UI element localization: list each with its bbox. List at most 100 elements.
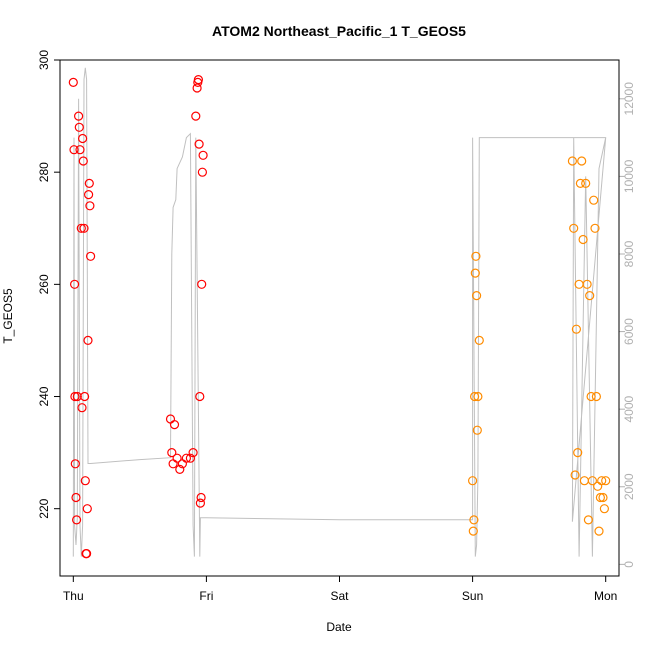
series-1-point-23 bbox=[585, 291, 595, 301]
y2-tick-label-2: 4000 bbox=[622, 396, 636, 423]
series-1-point-24 bbox=[586, 391, 596, 402]
series-1-point-20 bbox=[581, 178, 591, 188]
series-0-point-33 bbox=[181, 453, 191, 463]
series-0-point-43 bbox=[196, 492, 206, 503]
series-0-point-31 bbox=[175, 464, 185, 474]
series-1-point-34 bbox=[599, 504, 610, 514]
series-0-point-20 bbox=[82, 504, 92, 514]
plot-layer: 220 240 260 280 300 0 2000 4000 6000 8000 10000 120… bbox=[37, 50, 636, 603]
series-0-point-9 bbox=[74, 122, 84, 132]
series-0-point-24 bbox=[85, 201, 95, 211]
series-0-point-25 bbox=[85, 251, 96, 261]
y2-tick-label-1: 2000 bbox=[622, 473, 636, 500]
series-0-point-6 bbox=[71, 515, 82, 525]
series-1-point-35 bbox=[601, 476, 611, 486]
series-0-point-7 bbox=[72, 391, 82, 402]
series-1-point-31 bbox=[595, 492, 606, 503]
series-0-point-28 bbox=[168, 459, 178, 469]
series-0-point-36 bbox=[191, 111, 201, 121]
series-1-point-14 bbox=[573, 448, 583, 458]
x-tick-label-2: Sat bbox=[330, 589, 349, 603]
series-0-point-45 bbox=[197, 167, 207, 177]
y2-tick-label-3: 6000 bbox=[622, 318, 636, 345]
series-1-point-33 bbox=[598, 492, 608, 503]
y2-tick-label-0: 0 bbox=[622, 561, 636, 568]
x-tick-label-4: Mon bbox=[594, 589, 617, 603]
series-0-point-39 bbox=[193, 74, 203, 85]
series-0-point-34 bbox=[185, 453, 195, 463]
series-0-point-1 bbox=[69, 145, 79, 155]
y-tick-label-1: 240 bbox=[37, 386, 51, 406]
series-1-point-25 bbox=[587, 476, 598, 486]
series-1-point-26 bbox=[589, 195, 599, 205]
y2-tick-label-6: 12000 bbox=[622, 82, 636, 116]
series-0-point-23 bbox=[84, 178, 94, 188]
y-tick-label-3: 280 bbox=[37, 162, 51, 182]
series-0-point-16 bbox=[79, 391, 90, 402]
series-1-point-10 bbox=[567, 156, 578, 166]
series-1-point-19 bbox=[579, 476, 590, 486]
series-0-point-13 bbox=[77, 133, 88, 144]
series-0-point-41 bbox=[195, 391, 205, 402]
y-tick-label-4: 300 bbox=[37, 50, 51, 70]
series-1-point-6 bbox=[472, 291, 482, 301]
series-1-point-21 bbox=[582, 279, 592, 289]
series-0-point-4 bbox=[70, 459, 80, 469]
x-axis-label: Date bbox=[326, 620, 352, 634]
series-0-point-19 bbox=[81, 548, 92, 559]
series-0-point-35 bbox=[188, 448, 198, 458]
altitude-line bbox=[72, 67, 607, 557]
series-1-point-30 bbox=[594, 526, 604, 536]
series-0-point-40 bbox=[194, 139, 204, 149]
x-tick-label-1: Fri bbox=[199, 589, 213, 603]
series-0-point-3 bbox=[70, 391, 80, 402]
chart-title: ATOM2 Northeast_Pacific_1 T_GEOS5 bbox=[212, 23, 466, 39]
series-1-point-1 bbox=[468, 526, 478, 536]
series-0-point-14 bbox=[78, 156, 88, 166]
series-1-point-2 bbox=[469, 515, 479, 525]
series-1-point-12 bbox=[570, 470, 580, 480]
series-1-point-5 bbox=[471, 251, 481, 261]
y-axis-label: T_GEOS5 bbox=[1, 288, 15, 344]
series-1-point-9 bbox=[474, 335, 484, 345]
series-1-point-13 bbox=[571, 324, 582, 334]
series-1-point-0 bbox=[468, 476, 478, 486]
series-0-point-2 bbox=[69, 279, 80, 289]
series-0-point-30 bbox=[172, 453, 182, 463]
y2-tick-label-4: 8000 bbox=[622, 240, 636, 267]
series-0-point-22 bbox=[83, 190, 94, 200]
series-0-point-46 bbox=[198, 150, 208, 160]
series-0-point-29 bbox=[169, 420, 180, 430]
series-1-point-11 bbox=[569, 223, 579, 233]
series-0-point-5 bbox=[71, 492, 81, 503]
series-1-point-4 bbox=[470, 268, 480, 278]
series-1-point-27 bbox=[590, 223, 600, 233]
series-1-point-7 bbox=[472, 425, 482, 435]
series-1-point-3 bbox=[470, 391, 480, 402]
series-0-point-8 bbox=[73, 111, 84, 121]
series-0-point-17 bbox=[80, 476, 90, 486]
series-1-point-28 bbox=[591, 391, 602, 402]
series-0-point-15 bbox=[79, 223, 89, 233]
series-1-point-16 bbox=[575, 178, 586, 188]
y-tick-label-0: 220 bbox=[37, 498, 51, 518]
series-0-point-12 bbox=[77, 403, 87, 413]
x-tick-label-0: Thu bbox=[63, 589, 84, 603]
series-0-point-44 bbox=[197, 279, 207, 289]
x-tick-label-3: Sun bbox=[462, 589, 483, 603]
series-0-point-10 bbox=[75, 145, 85, 155]
series-1-point-17 bbox=[577, 156, 587, 166]
series-1-point-15 bbox=[574, 279, 584, 289]
series-1-point-22 bbox=[583, 515, 594, 525]
series-0-point-42 bbox=[195, 498, 205, 508]
y-tick-label-2: 260 bbox=[37, 274, 51, 294]
series-1-point-18 bbox=[578, 234, 588, 245]
series-0-point-11 bbox=[76, 223, 86, 233]
plot-frame bbox=[59, 59, 620, 577]
series-0-point-21 bbox=[83, 335, 93, 345]
series-1-point-32 bbox=[597, 476, 607, 486]
y2-tick-label-5: 10000 bbox=[622, 159, 636, 193]
series-1-point-29 bbox=[593, 481, 603, 491]
series-0-point-0 bbox=[68, 77, 78, 88]
